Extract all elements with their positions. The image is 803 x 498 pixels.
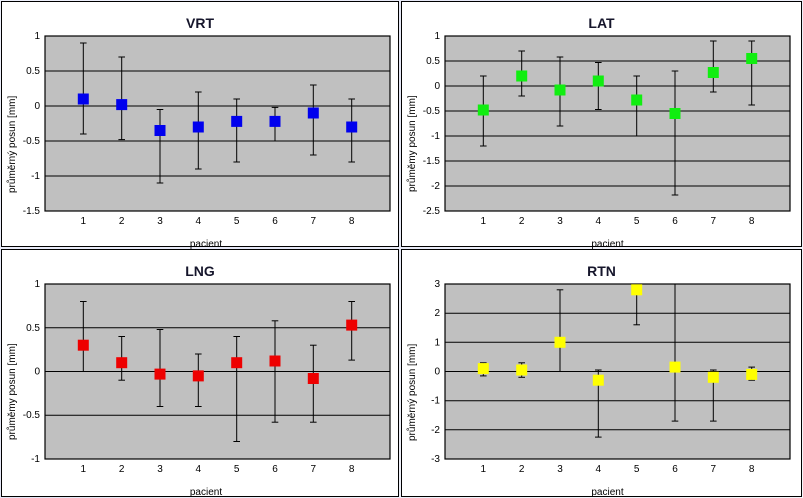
svg-text:3: 3	[157, 464, 163, 475]
svg-text:5: 5	[634, 216, 640, 227]
svg-text:1: 1	[81, 464, 87, 475]
svg-text:8: 8	[749, 216, 755, 227]
svg-text:2: 2	[519, 464, 525, 475]
svg-text:1: 1	[34, 32, 40, 42]
svg-text:4: 4	[596, 216, 602, 227]
svg-text:-1: -1	[431, 396, 440, 407]
svg-text:7: 7	[311, 216, 317, 227]
svg-text:3: 3	[157, 216, 163, 227]
svg-text:0.5: 0.5	[26, 323, 40, 334]
svg-text:5: 5	[234, 216, 240, 227]
svg-text:-1: -1	[31, 454, 40, 465]
svg-text:-0.5: -0.5	[23, 410, 41, 421]
svg-text:2: 2	[119, 216, 125, 227]
svg-text:6: 6	[672, 464, 678, 475]
svg-text:7: 7	[711, 216, 717, 227]
svg-text:1: 1	[434, 32, 440, 42]
svg-text:-0.5: -0.5	[23, 136, 41, 147]
svg-text:-1: -1	[31, 171, 40, 182]
svg-text:3: 3	[557, 216, 563, 227]
svg-text:2: 2	[434, 308, 440, 319]
svg-text:8: 8	[349, 216, 355, 227]
svg-text:0.5: 0.5	[426, 56, 440, 67]
svg-text:3: 3	[557, 464, 563, 475]
svg-text:5: 5	[234, 464, 240, 475]
svg-text:0: 0	[434, 367, 440, 378]
svg-text:0: 0	[34, 367, 40, 378]
svg-text:0: 0	[34, 101, 40, 112]
svg-text:0: 0	[434, 81, 440, 92]
svg-text:4: 4	[596, 464, 602, 475]
svg-text:-1: -1	[431, 131, 440, 142]
svg-text:4: 4	[196, 216, 202, 227]
svg-text:1: 1	[81, 216, 87, 227]
svg-text:3: 3	[434, 280, 440, 290]
svg-text:6: 6	[272, 464, 278, 475]
svg-text:8: 8	[749, 464, 755, 475]
svg-text:-2: -2	[431, 425, 440, 436]
svg-text:-0.5: -0.5	[423, 106, 441, 117]
svg-text:-1.5: -1.5	[423, 156, 441, 167]
svg-text:-3: -3	[431, 454, 440, 465]
svg-text:0.5: 0.5	[26, 66, 40, 77]
svg-text:7: 7	[311, 464, 317, 475]
svg-text:8: 8	[349, 464, 355, 475]
svg-text:2: 2	[119, 464, 125, 475]
svg-text:1: 1	[34, 280, 40, 290]
svg-text:1: 1	[434, 337, 440, 348]
svg-text:4: 4	[196, 464, 202, 475]
svg-text:6: 6	[672, 216, 678, 227]
svg-text:-2.5: -2.5	[423, 206, 441, 217]
svg-text:2: 2	[519, 216, 525, 227]
svg-text:-1.5: -1.5	[23, 206, 41, 217]
svg-text:-2: -2	[431, 181, 440, 192]
svg-text:6: 6	[272, 216, 278, 227]
svg-text:1: 1	[481, 216, 487, 227]
svg-text:1: 1	[481, 464, 487, 475]
svg-text:7: 7	[711, 464, 717, 475]
svg-text:5: 5	[634, 464, 640, 475]
